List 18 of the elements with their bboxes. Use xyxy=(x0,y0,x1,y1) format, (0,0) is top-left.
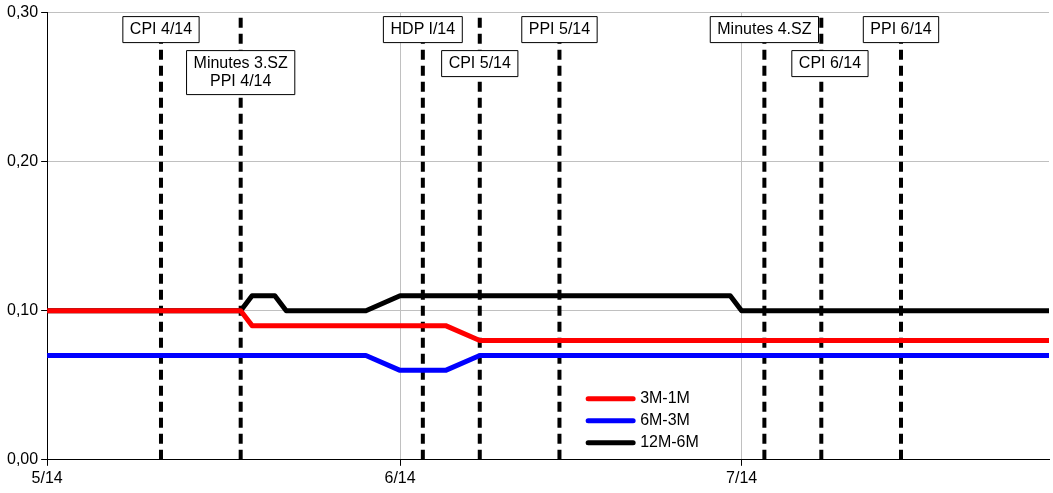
ref-line-label: Minutes 3.SZ PPI 4/14 xyxy=(193,54,289,90)
y-tick-label: 0,10 xyxy=(7,301,39,319)
y-tick-label: 0,00 xyxy=(7,450,39,468)
legend-label: 3M-1M xyxy=(640,389,690,407)
x-tick-label: 5/14 xyxy=(31,468,63,486)
legend-label: 12M-6M xyxy=(640,433,699,451)
ref-line-label: PPI 5/14 xyxy=(528,20,591,38)
x-tick-label: 7/14 xyxy=(726,468,758,486)
legend-label: 6M-3M xyxy=(640,411,690,429)
x-tick-label: 6/14 xyxy=(384,468,416,486)
ref-line-label: Minutes 4.SZ xyxy=(717,20,812,38)
ref-line-label: CPI 4/14 xyxy=(129,20,193,38)
y-tick-label: 0,20 xyxy=(7,152,39,170)
ref-line-label: HDP I/14 xyxy=(390,20,456,38)
y-tick-label: 0,30 xyxy=(7,3,39,21)
ref-line-label: CPI 5/14 xyxy=(448,54,511,72)
ref-line-label: PPI 6/14 xyxy=(870,20,932,38)
ref-line-label: CPI 6/14 xyxy=(798,54,862,72)
